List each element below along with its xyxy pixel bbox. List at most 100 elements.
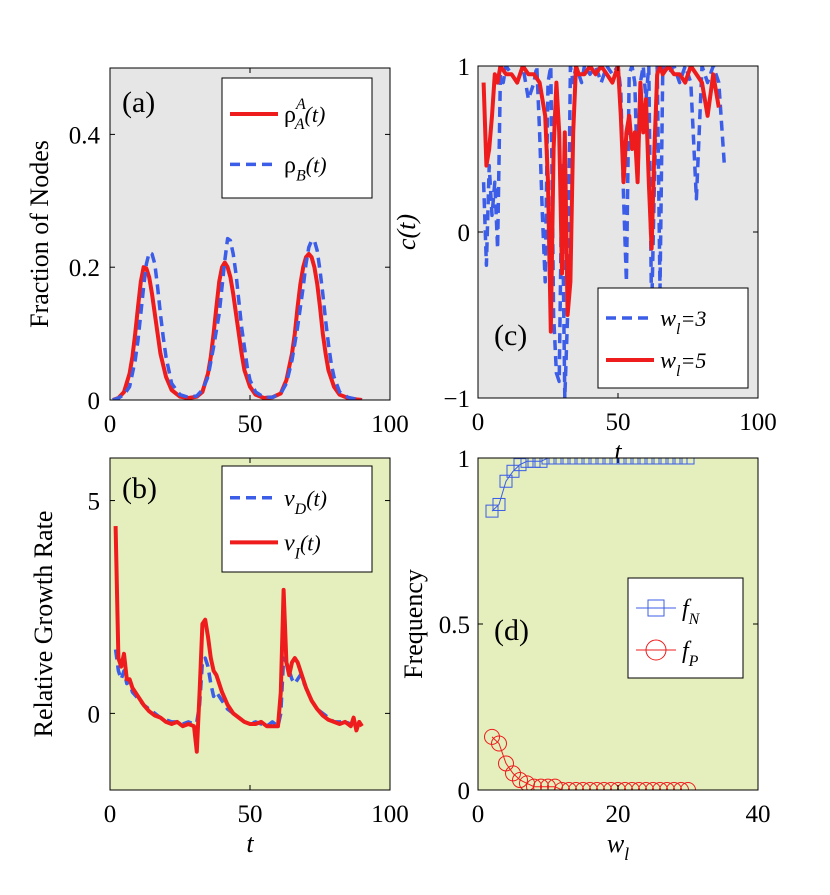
- data-point-square: [625, 458, 639, 465]
- data-point-square: [534, 458, 548, 468]
- data-point-circle: [526, 778, 542, 790]
- x-axis-label: t: [246, 829, 254, 858]
- data-point-circle: [491, 735, 507, 752]
- panel-d: 0 20 40 0 0.5 1 Frequency wl (d) fN fP: [399, 446, 771, 864]
- legend-box-a: [221, 77, 373, 199]
- data-point-square: [604, 458, 618, 465]
- legend-label: vI(t): [284, 530, 321, 562]
- x-tick-label: 0: [104, 801, 117, 828]
- data-point-square: [520, 458, 534, 468]
- data-point-circle: [596, 782, 612, 790]
- data-point-circle: [568, 782, 584, 790]
- data-point-square: [499, 474, 513, 488]
- series-line-b-1: [113, 526, 364, 754]
- data-point-square: [681, 458, 695, 465]
- panel-tag-d: (d): [494, 614, 529, 647]
- panel-tag-c: (c): [494, 319, 527, 352]
- y-tick-label: 0.5: [439, 612, 470, 639]
- y-axis-label: Fraction of Nodes: [25, 140, 54, 328]
- data-point-circle: [554, 782, 570, 790]
- legend-label: wl=5: [660, 348, 706, 380]
- data-point-circle: [512, 772, 528, 789]
- data-point-square: [576, 458, 590, 465]
- data-point-square: [632, 458, 646, 465]
- data-point-square: [555, 458, 569, 465]
- x-tick-label: 20: [606, 801, 631, 828]
- data-point-circle: [582, 782, 598, 790]
- data-point-circle: [610, 782, 626, 790]
- data-point-circle: [680, 782, 696, 790]
- data-point-circle: [652, 782, 668, 790]
- series-line-c-1: [481, 66, 721, 334]
- y-tick-label: 0: [88, 388, 101, 415]
- series-line-d-1: [491, 736, 688, 790]
- data-point-circle: [659, 782, 675, 790]
- x-tick-label: 100: [371, 801, 409, 828]
- legend-box-b: [221, 465, 373, 573]
- x-tick-label: 0: [472, 801, 485, 828]
- data-point-circle: [561, 782, 577, 790]
- x-tick-label: 0: [104, 411, 117, 438]
- legend-label: ρB(t): [284, 152, 327, 184]
- y-tick-label: 0.2: [69, 255, 100, 282]
- data-point-circle: [589, 782, 605, 790]
- data-point-square: [597, 458, 611, 465]
- data-point-circle: [617, 782, 633, 790]
- legend-box-c: [597, 287, 749, 389]
- data-point-circle: [603, 782, 619, 790]
- panel-tag-b: (b): [122, 472, 157, 505]
- data-point-square: [513, 458, 527, 472]
- data-point-circle: [645, 782, 661, 790]
- legend-label: vD(t): [284, 486, 327, 518]
- data-point-square: [590, 458, 604, 465]
- data-point-square: [562, 458, 576, 465]
- legend-label: fN: [682, 596, 701, 628]
- data-point-square: [611, 458, 625, 465]
- data-point-square: [653, 458, 667, 465]
- legend-label: fP: [682, 638, 699, 670]
- series-line-a-1: [112, 236, 363, 400]
- y-axis-label: c(t): [392, 214, 421, 250]
- x-tick-label: 50: [606, 409, 631, 436]
- legend-swatch-square: [647, 599, 665, 617]
- data-point-square: [548, 458, 562, 465]
- data-point-square: [646, 458, 660, 465]
- data-point-circle: [624, 782, 640, 790]
- panel-a: 0 50 100 0 0.2 0.4 Fraction of Nodes (a) ρA A(t) ρ…: [25, 67, 409, 438]
- series-line-a-0: [112, 251, 363, 400]
- panel-tag-a: (a): [122, 86, 155, 119]
- y-tick-label: 0: [458, 778, 471, 805]
- data-point-circle: [631, 782, 647, 790]
- data-point-circle: [673, 782, 689, 790]
- data-point-square: [541, 458, 555, 465]
- series-line-d-0: [491, 458, 688, 512]
- data-point-square: [660, 458, 674, 465]
- x-tick-label: 100: [739, 409, 777, 436]
- data-point-square: [674, 458, 688, 465]
- data-point-square: [569, 458, 583, 465]
- x-tick-label: 50: [238, 411, 263, 438]
- data-point-circle: [666, 782, 682, 790]
- x-tick-label: 100: [371, 411, 409, 438]
- y-tick-label: 5: [88, 489, 101, 516]
- y-tick-label: −1: [443, 386, 470, 413]
- legend-label: ρA A(t): [284, 96, 325, 133]
- y-tick-label: 0: [458, 220, 471, 247]
- y-tick-label: 1: [458, 54, 471, 81]
- x-tick-label: 50: [238, 801, 263, 828]
- data-point-square: [618, 458, 632, 465]
- data-point-circle: [533, 778, 549, 790]
- data-point-square: [485, 504, 499, 518]
- y-tick-label: 0: [88, 701, 101, 728]
- y-tick-label: 1: [458, 446, 471, 473]
- y-axis-label: Frequency: [399, 569, 428, 679]
- y-axis-label: Relative Growth Rate: [29, 511, 58, 738]
- legend-swatch-circle: [645, 639, 667, 661]
- data-point-square: [506, 464, 520, 478]
- data-point-square: [492, 497, 506, 511]
- y-tick-label: 0.4: [69, 122, 101, 149]
- x-axis-label: wl: [607, 829, 629, 864]
- legend-box-d: [627, 577, 744, 679]
